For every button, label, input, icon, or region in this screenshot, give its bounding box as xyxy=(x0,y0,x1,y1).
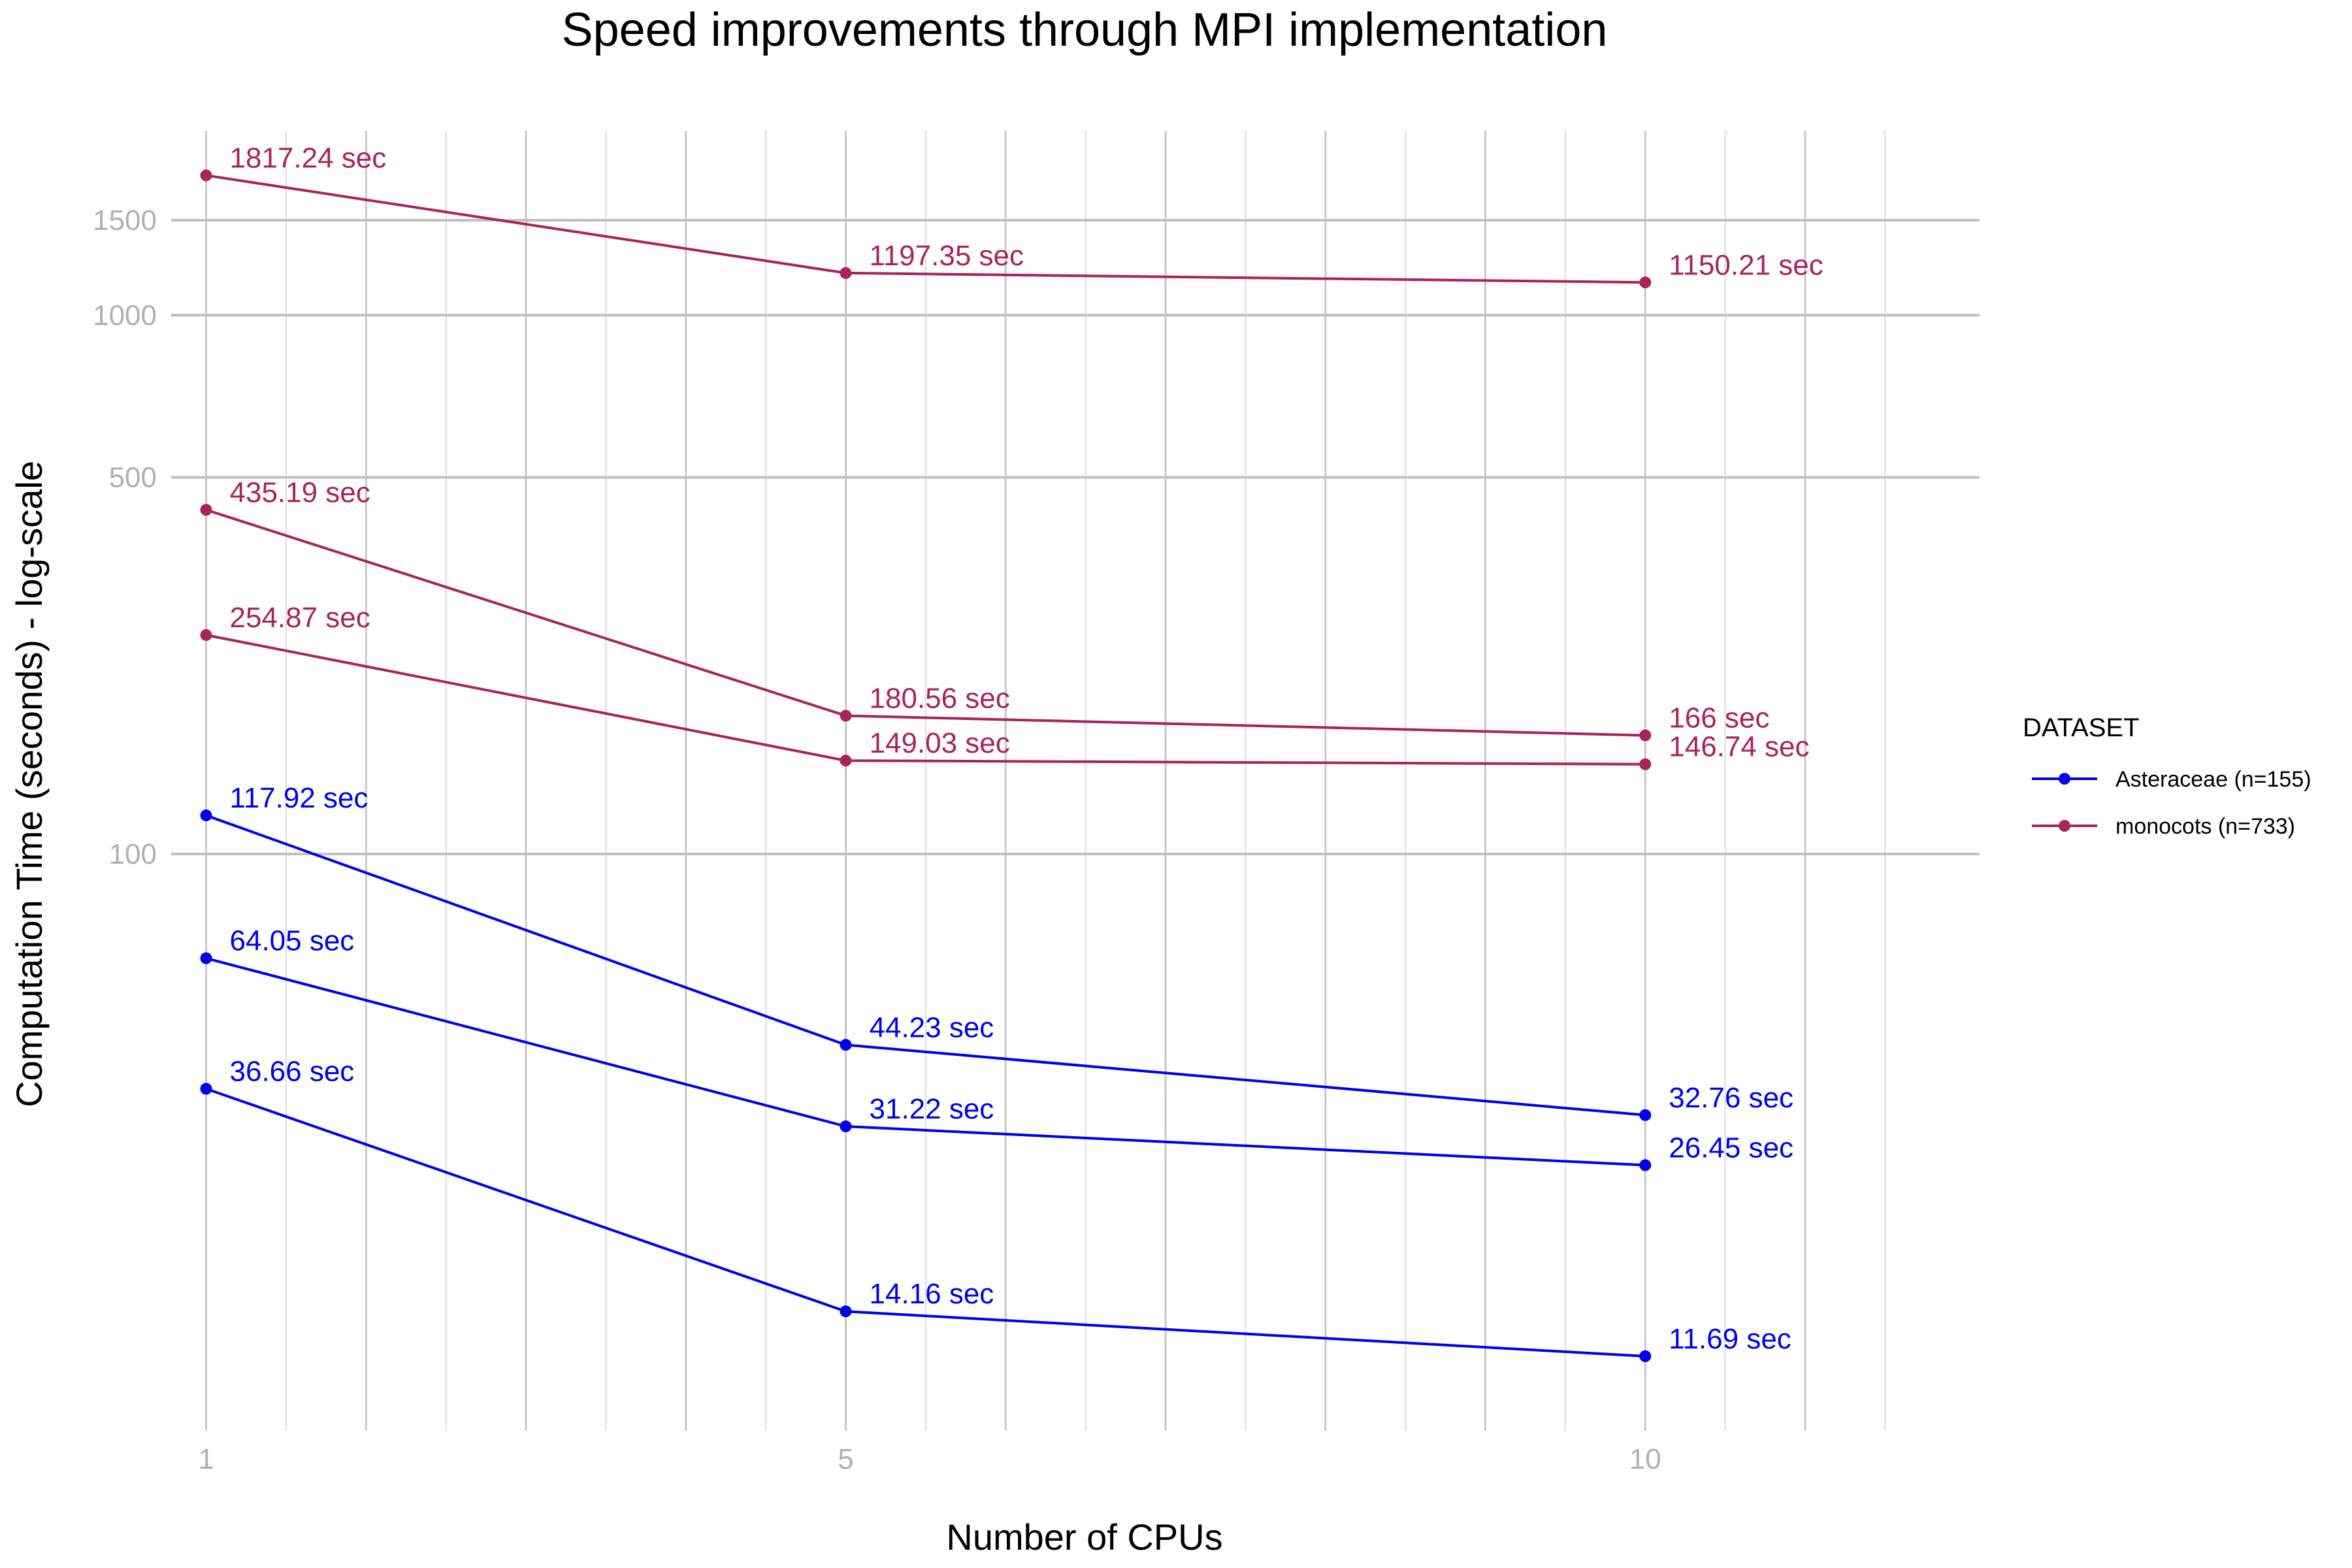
data-point xyxy=(840,755,852,767)
chart-title: Speed improvements through MPI implement… xyxy=(562,4,1608,56)
data-label: 166 sec xyxy=(1669,702,1769,734)
y-tick-label: 1000 xyxy=(93,299,157,331)
data-point xyxy=(1639,1159,1652,1171)
x-axis-title: Number of CPUs xyxy=(946,1516,1222,1558)
data-point xyxy=(1639,729,1652,742)
legend-entry-label: Asteraceae (n=155) xyxy=(2115,767,2311,792)
data-point xyxy=(840,710,852,722)
data-point xyxy=(1639,276,1652,289)
series-line-group: 64.05 sec 31.22 sec 26.45 sec xyxy=(200,925,1793,1171)
data-label: 254.87 sec xyxy=(230,602,370,634)
data-label: 36.66 sec xyxy=(230,1056,355,1088)
data-point xyxy=(200,1083,212,1095)
legend-title: DATASET xyxy=(2023,713,2140,742)
data-point xyxy=(840,1305,852,1318)
data-label: 14.16 sec xyxy=(870,1278,994,1310)
data-point xyxy=(1639,758,1652,770)
series-group: 1817.24 sec 1197.35 sec 1150.21 sec 435.19 … xyxy=(200,142,1823,1362)
legend-key-point xyxy=(2059,773,2070,785)
data-point xyxy=(1639,1350,1652,1362)
legend: DATASET Asteraceae (n=155) monocots (n=73… xyxy=(2023,713,2311,839)
data-label: 11.69 sec xyxy=(1669,1323,1791,1355)
data-label: 26.45 sec xyxy=(1669,1132,1793,1164)
grid xyxy=(171,131,1980,1431)
data-point xyxy=(200,504,212,516)
data-point xyxy=(840,267,852,279)
series-line-group: 117.92 sec 44.23 sec 32.76 sec xyxy=(200,782,1793,1121)
data-label: 31.22 sec xyxy=(870,1093,994,1125)
data-point xyxy=(200,169,212,182)
data-label: 1197.35 sec xyxy=(870,240,1024,272)
data-label: 146.74 sec xyxy=(1669,731,1809,763)
data-label: 149.03 sec xyxy=(870,727,1010,759)
data-point xyxy=(200,809,212,822)
series-line-group: 36.66 sec 14.16 sec 11.69 sec xyxy=(200,1056,1791,1362)
data-label: 435.19 sec xyxy=(230,476,370,508)
x-tick-label: 10 xyxy=(1629,1443,1661,1475)
y-tick-label: 100 xyxy=(109,838,157,870)
legend-entry-label: monocots (n=733) xyxy=(2115,814,2295,839)
y-tick-label: 500 xyxy=(109,462,157,494)
data-point xyxy=(200,629,212,642)
x-tick-label: 1 xyxy=(198,1443,214,1475)
legend-key-point xyxy=(2059,820,2070,832)
series-line-group: 435.19 sec 180.56 sec 166 sec xyxy=(200,476,1769,742)
series-line-group: 1817.24 sec 1197.35 sec 1150.21 sec xyxy=(200,142,1823,289)
data-label: 44.23 sec xyxy=(870,1011,994,1043)
data-point xyxy=(200,952,212,964)
data-label: 1150.21 sec xyxy=(1669,249,1823,281)
data-point xyxy=(840,1039,852,1051)
data-label: 64.05 sec xyxy=(230,925,355,957)
data-point xyxy=(1639,1109,1652,1121)
data-label: 117.92 sec xyxy=(230,782,368,814)
data-label: 32.76 sec xyxy=(1669,1082,1793,1114)
data-point xyxy=(840,1120,852,1133)
x-tick-label: 5 xyxy=(838,1443,853,1475)
series-line-group: 254.87 sec 149.03 sec 146.74 sec xyxy=(200,602,1810,770)
data-label: 180.56 sec xyxy=(870,682,1010,714)
tick-labels: 100 500 1000 1500 1 5 10 xyxy=(93,204,1661,1475)
y-axis-title: Computation Time (seconds) - log-scale xyxy=(8,461,50,1107)
y-tick-label: 1500 xyxy=(93,204,157,237)
data-label: 1817.24 sec xyxy=(230,142,387,174)
